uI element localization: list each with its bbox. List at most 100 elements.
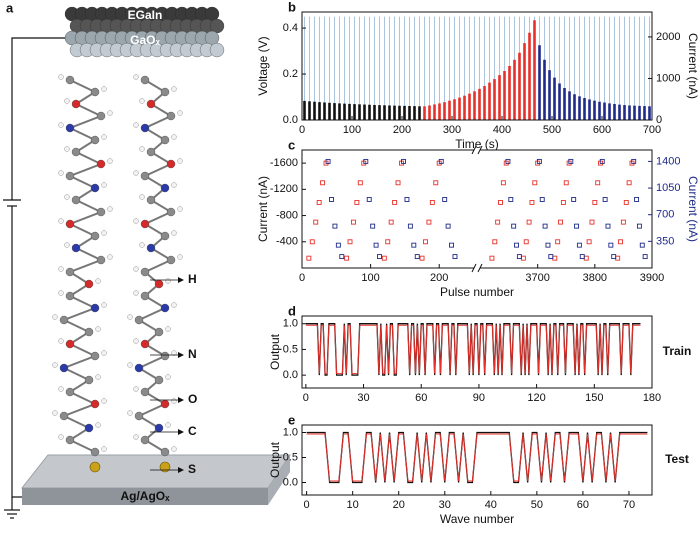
atom <box>59 411 69 421</box>
x-tick-label: 500 <box>543 124 561 136</box>
point <box>313 219 319 225</box>
point <box>492 239 498 245</box>
arrow-head <box>178 429 184 435</box>
electrode-label: EGaIn <box>128 8 163 22</box>
point <box>426 219 432 225</box>
point <box>357 180 363 186</box>
atom <box>166 207 176 217</box>
x-tick-label: 40 <box>485 499 497 511</box>
plot <box>305 323 641 376</box>
point <box>589 219 595 225</box>
point <box>316 199 322 205</box>
point <box>373 242 379 248</box>
point <box>568 158 574 164</box>
point <box>542 223 548 229</box>
atom <box>160 351 170 361</box>
h-atom <box>171 134 177 140</box>
point <box>511 223 517 229</box>
atom <box>140 123 150 133</box>
h-atom <box>127 362 133 368</box>
atom <box>146 243 156 253</box>
atom <box>59 363 69 373</box>
atom-label: C <box>188 424 197 438</box>
point <box>335 242 341 248</box>
h-atom <box>101 398 107 404</box>
arrow-head <box>178 277 184 283</box>
point <box>516 254 522 260</box>
point <box>407 223 413 229</box>
h-atom <box>101 86 107 92</box>
point <box>631 158 637 164</box>
point <box>615 255 621 261</box>
panel-label: d <box>288 303 296 318</box>
x-tick-label: 0 <box>304 499 310 511</box>
h-atom <box>107 254 113 260</box>
point <box>523 239 529 245</box>
h-atom <box>64 146 70 152</box>
atom <box>140 435 150 445</box>
x-tick-label: 70 <box>623 499 635 511</box>
axis-break <box>477 263 483 273</box>
h-atom <box>58 170 64 176</box>
h-atom <box>107 206 113 212</box>
h-atom <box>58 386 64 392</box>
h-atom <box>58 434 64 440</box>
h-atom <box>165 278 171 284</box>
x-axis-title: Time (s) <box>455 137 499 151</box>
h-atom <box>171 398 177 404</box>
x-tick-label: 30 <box>357 392 369 404</box>
point <box>605 223 611 229</box>
plot <box>306 158 648 261</box>
point <box>354 199 360 205</box>
h-atom <box>177 206 183 212</box>
point <box>576 242 582 248</box>
x-tick-label: 120 <box>527 392 545 404</box>
y-axis-title: Output <box>268 333 282 370</box>
x-axis-title: Wave number <box>440 512 514 526</box>
h-atom <box>58 290 64 296</box>
y-tick-label: 1.0 <box>283 318 298 330</box>
point <box>366 197 372 202</box>
h-atom <box>101 182 107 188</box>
h-atom <box>139 146 145 152</box>
axis-break <box>471 263 477 273</box>
point <box>592 199 598 205</box>
point <box>414 254 420 260</box>
point <box>548 254 554 260</box>
point <box>514 242 519 248</box>
point <box>489 255 495 261</box>
y2-axis-title: Current (nA) <box>686 176 700 242</box>
atom-label: H <box>188 272 197 286</box>
point <box>529 199 535 205</box>
atom <box>90 231 100 241</box>
h-atom <box>64 98 70 104</box>
y-axis-title: Output <box>268 441 282 478</box>
arrow-head <box>178 397 184 403</box>
h-atom <box>165 326 171 332</box>
atom <box>154 279 164 289</box>
point <box>320 180 326 186</box>
plot-frame <box>301 11 653 121</box>
atom <box>140 219 150 229</box>
x-tick-label: 30 <box>439 499 451 511</box>
atom <box>140 291 150 301</box>
point <box>618 239 624 245</box>
substrate-front <box>22 488 268 505</box>
point <box>325 158 331 164</box>
h-atom <box>171 302 177 308</box>
h-atom <box>171 446 177 452</box>
point <box>620 219 626 225</box>
point <box>306 255 312 261</box>
atom <box>154 327 164 337</box>
h-atom <box>139 98 145 104</box>
h-atom <box>133 218 139 224</box>
h-atom <box>177 158 183 164</box>
bond <box>136 79 174 453</box>
atom <box>84 279 94 289</box>
diagram-panel: a Ag/AgOₓ EGaIn GaOₓ H N O C S <box>3 0 291 519</box>
point <box>500 180 506 186</box>
y2-tick-label: 1400 <box>656 155 680 167</box>
h-atom <box>64 194 70 200</box>
s-atom <box>89 461 101 473</box>
